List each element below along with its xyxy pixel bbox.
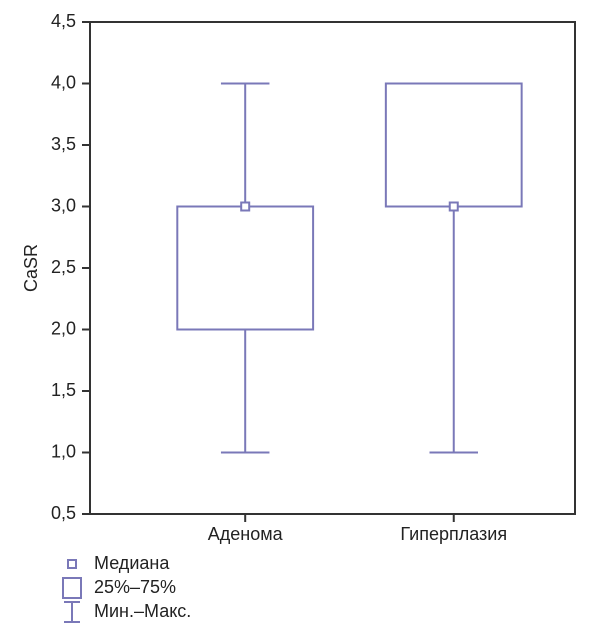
legend-box-icon	[63, 578, 81, 598]
median-marker	[450, 203, 458, 211]
iqr-box	[386, 84, 522, 207]
box-series	[386, 84, 522, 453]
median-marker	[241, 203, 249, 211]
y-tick-label: 4,5	[51, 11, 76, 31]
iqr-box	[177, 207, 313, 330]
y-axis-label: CaSR	[21, 244, 41, 292]
y-axis: 0,5 1,0 1,5 2,0 2,5 3,0 3,5 4,0 4,5	[51, 11, 90, 523]
legend-median-icon	[68, 560, 76, 568]
legend-item: Мин.–Макс.	[64, 601, 191, 622]
legend-item: Медиана	[68, 553, 170, 573]
x-axis: Аденома Гиперплазия	[208, 514, 507, 544]
y-tick-label: 3,5	[51, 134, 76, 154]
x-tick-label: Аденома	[208, 524, 284, 544]
y-tick-label: 0,5	[51, 503, 76, 523]
legend-label: Мин.–Макс.	[94, 601, 191, 621]
y-tick-label: 2,5	[51, 257, 76, 277]
y-tick-label: 4,0	[51, 72, 76, 92]
y-tick-label: 3,0	[51, 195, 76, 215]
x-tick-label: Гиперплазия	[400, 524, 507, 544]
y-tick-label: 1,5	[51, 380, 76, 400]
legend-label: 25%–75%	[94, 577, 176, 597]
legend-item: 25%–75%	[63, 577, 176, 598]
y-tick-label: 1,0	[51, 441, 76, 461]
boxplot-chart: 0,5 1,0 1,5 2,0 2,5 3,0 3,5 4,0 4,5 CaSR Аденома Ги…	[0, 0, 600, 631]
box-series	[177, 84, 313, 453]
y-tick-label: 2,0	[51, 318, 76, 338]
legend: Медиана 25%–75% Мин.–Макс.	[63, 553, 191, 622]
legend-label: Медиана	[94, 553, 170, 573]
